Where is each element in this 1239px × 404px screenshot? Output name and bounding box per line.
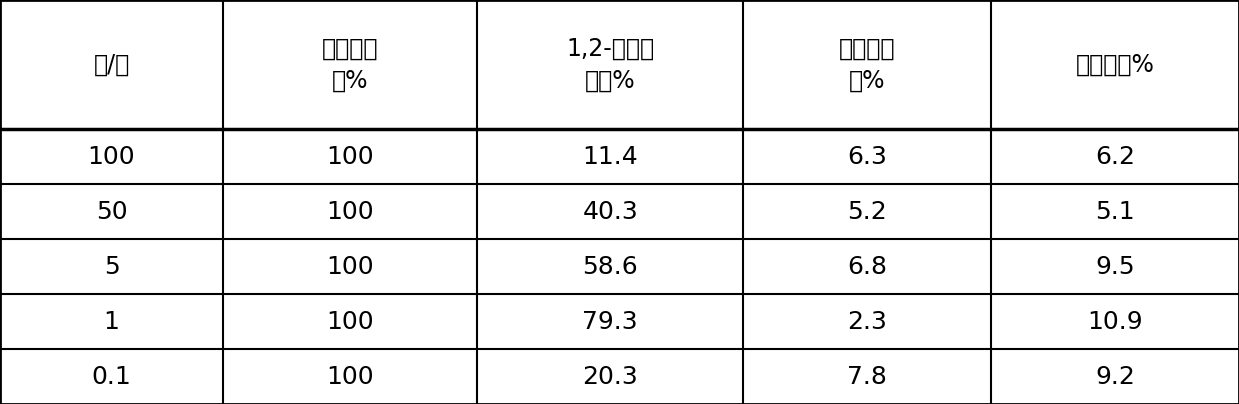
Text: 1: 1 <box>104 309 119 334</box>
Text: 5.1: 5.1 <box>1095 200 1135 224</box>
Text: 铂/锡: 铂/锡 <box>93 53 130 77</box>
Text: 100: 100 <box>326 364 374 389</box>
Text: 7.8: 7.8 <box>847 364 887 389</box>
Text: 79.3: 79.3 <box>582 309 638 334</box>
Text: 6.2: 6.2 <box>1095 145 1135 169</box>
Text: 9.5: 9.5 <box>1095 255 1135 279</box>
Text: 1,2-丙二醇
收率%: 1,2-丙二醇 收率% <box>566 37 654 93</box>
Text: 0.1: 0.1 <box>92 364 131 389</box>
Text: 100: 100 <box>326 255 374 279</box>
Text: 100: 100 <box>326 309 374 334</box>
Text: 6.8: 6.8 <box>847 255 887 279</box>
Text: 40.3: 40.3 <box>582 200 638 224</box>
Text: 6.3: 6.3 <box>847 145 887 169</box>
Text: 5.2: 5.2 <box>847 200 887 224</box>
Text: 50: 50 <box>95 200 128 224</box>
Text: 5: 5 <box>104 255 119 279</box>
Text: 菊芋转化
率%: 菊芋转化 率% <box>322 37 378 93</box>
Text: 100: 100 <box>88 145 135 169</box>
Text: 10.9: 10.9 <box>1088 309 1142 334</box>
Text: 100: 100 <box>326 200 374 224</box>
Text: 甘油收率%: 甘油收率% <box>1075 53 1155 77</box>
Text: 58.6: 58.6 <box>582 255 638 279</box>
Text: 100: 100 <box>326 145 374 169</box>
Text: 11.4: 11.4 <box>582 145 638 169</box>
Text: 9.2: 9.2 <box>1095 364 1135 389</box>
Text: 20.3: 20.3 <box>582 364 638 389</box>
Text: 2.3: 2.3 <box>847 309 887 334</box>
Text: 乙二醇收
率%: 乙二醇收 率% <box>839 37 896 93</box>
